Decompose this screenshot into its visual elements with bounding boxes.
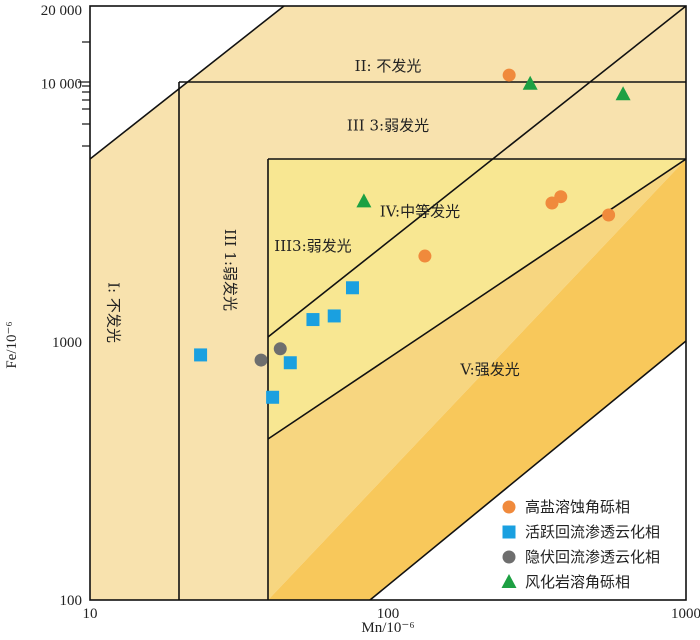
boundary-line — [267, 158, 686, 440]
data-point-s3-p2 — [356, 193, 372, 208]
region-labels: I: 不发光 II: 不发光 III 3:弱发光 III 1:弱发光 III3:弱发光 I… — [105, 57, 520, 379]
legend-label-1: 活跃回流渗透云化相 — [525, 523, 660, 541]
y-tick-labels: 100 1000 10 000 20 000 — [41, 3, 82, 609]
legend-label-0: 高盐溶蚀角砾相 — [525, 498, 630, 516]
data-points — [194, 68, 631, 404]
data-point-s2-p1 — [273, 342, 287, 356]
data-point-s1-p3 — [306, 313, 320, 327]
region-label-iii3-upper: III 3:弱发光 — [347, 116, 429, 134]
region-fill-outer — [90, 6, 686, 600]
data-point-s0-p3 — [602, 208, 616, 222]
x-axis: 10 100 1000 Mn/10⁻⁶ — [83, 606, 700, 636]
data-point-s1-p5 — [345, 281, 359, 295]
boundary-line — [267, 6, 686, 338]
data-point-s3-p0 — [522, 75, 538, 90]
data-point-s0-p4 — [418, 249, 432, 263]
data-point-s2-p0 — [254, 353, 268, 367]
region-label-iii1: III 1:弱发光 — [221, 229, 239, 311]
x-tick-label-100: 100 — [377, 606, 400, 622]
legend-marker-2 — [502, 550, 516, 564]
y-tick-label-20-000: 20 000 — [41, 3, 82, 19]
region-label-v: V:强发光 — [459, 361, 519, 379]
region-label-iv: IV:中等发光 — [380, 202, 460, 220]
region-label-iii3-lower: III3:弱发光 — [274, 237, 351, 255]
data-point-s1-p4 — [327, 309, 341, 323]
x-tick-label-1000: 1000 — [671, 606, 700, 622]
data-point-s3-p1 — [615, 86, 631, 101]
x-axis-title: Mn/10⁻⁶ — [361, 620, 414, 636]
boundary-line — [369, 340, 686, 600]
y-minor-ticks — [78, 41, 90, 147]
region-label-i: I: 不发光 — [105, 282, 123, 343]
y-axis: 100 1000 10 000 20 000 Fe/10⁻⁶ — [4, 3, 82, 609]
y-tick-label-10-000: 10 000 — [41, 77, 82, 93]
legend-marker-1 — [502, 525, 516, 539]
data-point-s1-p1 — [266, 390, 280, 404]
y-tick-label-1000: 1000 — [52, 335, 82, 351]
legend-marker-3 — [501, 574, 517, 588]
legend-label-3: 风化岩溶角砾相 — [525, 573, 630, 591]
data-point-s1-p0 — [194, 348, 208, 362]
legend-label-2: 隐伏回流渗透云化相 — [525, 548, 660, 566]
legend-marker-0 — [502, 500, 516, 514]
y-axis-title: Fe/10⁻⁶ — [4, 321, 20, 368]
x-tick-label-10: 10 — [83, 606, 98, 622]
x-tick-labels: 10 100 1000 — [83, 606, 700, 622]
y-tick-label-100: 100 — [60, 593, 83, 609]
data-point-s0-p0 — [502, 68, 516, 82]
data-point-s1-p2 — [283, 356, 297, 370]
regions — [90, 6, 686, 600]
data-point-s0-p2 — [554, 190, 568, 204]
plot-frame — [89, 5, 687, 601]
region-label-ii: II: 不发光 — [355, 57, 422, 75]
region-boundaries — [90, 6, 686, 600]
